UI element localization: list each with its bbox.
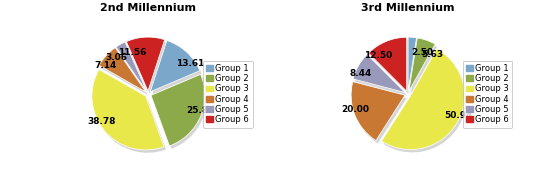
Text: 20.00: 20.00 (341, 105, 369, 114)
Wedge shape (411, 41, 437, 94)
Wedge shape (351, 82, 405, 141)
Wedge shape (99, 48, 146, 92)
Text: 38.78: 38.78 (88, 117, 116, 126)
Title: 2nd Millennium: 2nd Millennium (100, 3, 196, 13)
Text: 13.61: 13.61 (176, 59, 205, 68)
Text: 2.50: 2.50 (411, 48, 433, 57)
Text: 25.85: 25.85 (187, 106, 215, 115)
Wedge shape (116, 42, 147, 91)
Text: 8.44: 8.44 (349, 69, 371, 78)
Wedge shape (153, 77, 207, 149)
Wedge shape (101, 51, 148, 95)
Wedge shape (409, 38, 435, 91)
Wedge shape (370, 40, 409, 94)
Wedge shape (355, 57, 407, 95)
Wedge shape (126, 37, 165, 91)
Wedge shape (152, 43, 202, 95)
Wedge shape (408, 37, 416, 91)
Legend: Group 1, Group 2, Group 3, Group 4, Group 5, Group 6: Group 1, Group 2, Group 3, Group 4, Grou… (203, 61, 252, 128)
Text: 5.63: 5.63 (421, 50, 444, 59)
Wedge shape (384, 52, 466, 152)
Wedge shape (369, 37, 406, 91)
Wedge shape (118, 45, 148, 94)
Wedge shape (353, 54, 405, 93)
Wedge shape (410, 40, 419, 94)
Text: 11.56: 11.56 (118, 48, 146, 57)
Wedge shape (150, 41, 200, 92)
Wedge shape (381, 49, 464, 150)
Text: 12.50: 12.50 (364, 51, 392, 60)
Text: 3.06: 3.06 (106, 53, 128, 62)
Legend: Group 1, Group 2, Group 3, Group 4, Group 5, Group 6: Group 1, Group 2, Group 3, Group 4, Grou… (463, 61, 512, 128)
Text: 50.94: 50.94 (444, 111, 472, 120)
Title: 3rd Millennium: 3rd Millennium (361, 3, 455, 13)
Wedge shape (94, 72, 166, 153)
Wedge shape (128, 40, 166, 94)
Wedge shape (151, 74, 205, 146)
Wedge shape (92, 70, 164, 150)
Wedge shape (353, 84, 407, 143)
Text: 7.14: 7.14 (95, 61, 117, 70)
